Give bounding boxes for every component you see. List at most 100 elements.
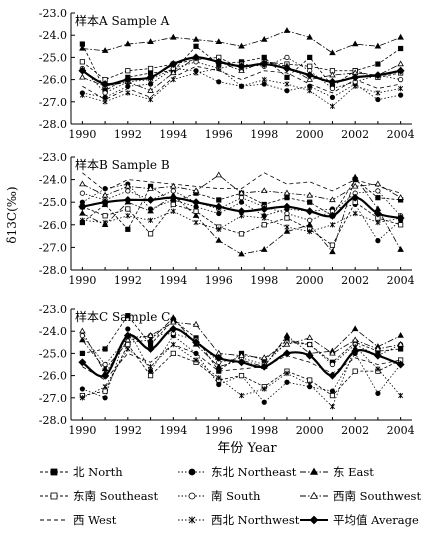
point-average	[101, 198, 110, 207]
point-average	[146, 344, 155, 353]
panel-title: 样本A Sample A	[75, 13, 170, 28]
point-northwest	[125, 346, 131, 352]
point-southwest	[170, 182, 177, 189]
legend-marker	[50, 492, 58, 500]
point-southwest	[351, 182, 359, 189]
panel-title: 样本C Sample C	[75, 309, 170, 324]
x-tick-label: 1996	[205, 424, 233, 437]
point-northeast	[375, 96, 381, 103]
legend-marker	[188, 468, 196, 476]
legend-label: 西 West	[73, 513, 117, 527]
point-average	[396, 214, 405, 222]
point-northeast	[125, 326, 131, 332]
x-tick-label: 1998	[250, 128, 278, 141]
point-northwest	[307, 228, 313, 235]
point-average	[351, 193, 360, 202]
x-tick-label: 1992	[114, 424, 142, 437]
point-northwest	[102, 384, 108, 390]
point-east	[351, 40, 359, 47]
series-southwest	[79, 171, 404, 203]
point-southeast	[352, 368, 358, 374]
point-north	[102, 346, 108, 352]
point-northeast	[216, 210, 222, 217]
point-average	[396, 66, 405, 75]
point-southwest	[170, 318, 177, 325]
point-southwest	[192, 320, 200, 327]
point-east	[124, 40, 132, 47]
point-east	[329, 49, 336, 56]
point-average	[146, 73, 155, 82]
series-northwest	[79, 341, 404, 410]
point-northwest	[216, 375, 222, 381]
point-north	[398, 45, 404, 52]
point-northwest	[170, 341, 176, 348]
point-average	[146, 195, 155, 204]
series-line-northeast	[82, 68, 401, 101]
x-tick-label: 2002	[341, 128, 369, 141]
point-average	[214, 202, 223, 211]
point-average	[305, 71, 314, 80]
point-average	[351, 347, 360, 356]
x-tick-label: 2004	[387, 424, 415, 437]
point-east	[283, 27, 291, 33]
point-average	[78, 66, 87, 75]
point-east	[397, 246, 404, 252]
point-average	[214, 57, 223, 66]
legend-label: 东南 Southeast	[73, 489, 158, 503]
point-south	[238, 195, 245, 201]
x-tick-label: 1998	[250, 274, 278, 287]
series-average	[78, 53, 405, 89]
point-average	[123, 195, 132, 204]
point-southeast	[398, 222, 404, 228]
point-southwest	[329, 349, 336, 356]
series-line-northeast	[82, 327, 401, 403]
point-south	[102, 361, 108, 368]
x-tick-label: 1994	[159, 128, 187, 141]
point-south	[79, 190, 85, 196]
point-average	[123, 331, 132, 340]
point-northwest	[375, 219, 381, 226]
point-southwest	[147, 87, 154, 93]
point-north	[398, 346, 404, 352]
x-tick-label: 2004	[387, 274, 415, 287]
legend-label: 东 East	[333, 465, 374, 479]
legend-item-south: 南 South	[178, 489, 261, 503]
point-east	[101, 47, 109, 53]
point-east	[192, 212, 200, 218]
point-southeast	[307, 377, 313, 383]
y-tick-label: -24.0	[39, 174, 67, 187]
point-northwest	[284, 370, 290, 377]
legend-label: 北 North	[73, 465, 123, 479]
point-northwest	[329, 103, 335, 109]
x-tick-label: 1996	[205, 128, 233, 141]
point-average	[373, 351, 382, 360]
point-northwest	[148, 364, 154, 370]
point-average	[169, 325, 178, 333]
series-line-north	[82, 43, 401, 92]
point-east	[215, 363, 223, 369]
point-north	[193, 43, 199, 49]
x-tick-label: 1996	[205, 274, 233, 287]
legend-marker	[188, 492, 196, 500]
legend-marker	[309, 491, 319, 499]
point-southeast	[79, 59, 85, 65]
point-northwest	[307, 381, 313, 388]
point-east	[283, 227, 291, 234]
point-southeast	[147, 65, 154, 72]
point-southwest	[397, 340, 404, 347]
point-east	[238, 42, 245, 49]
point-southeast	[125, 68, 131, 74]
point-east	[215, 38, 223, 45]
point-north	[284, 195, 290, 201]
point-southwest	[79, 73, 86, 80]
point-east	[192, 36, 200, 42]
point-northwest	[148, 217, 154, 223]
point-south	[398, 77, 404, 83]
point-average	[78, 202, 87, 211]
series-line-northeast	[82, 183, 401, 242]
x-tick-label: 1990	[68, 424, 96, 437]
legend-label: 平均值 Average	[333, 513, 419, 527]
point-southeast	[307, 63, 313, 69]
point-northwest	[148, 96, 154, 103]
